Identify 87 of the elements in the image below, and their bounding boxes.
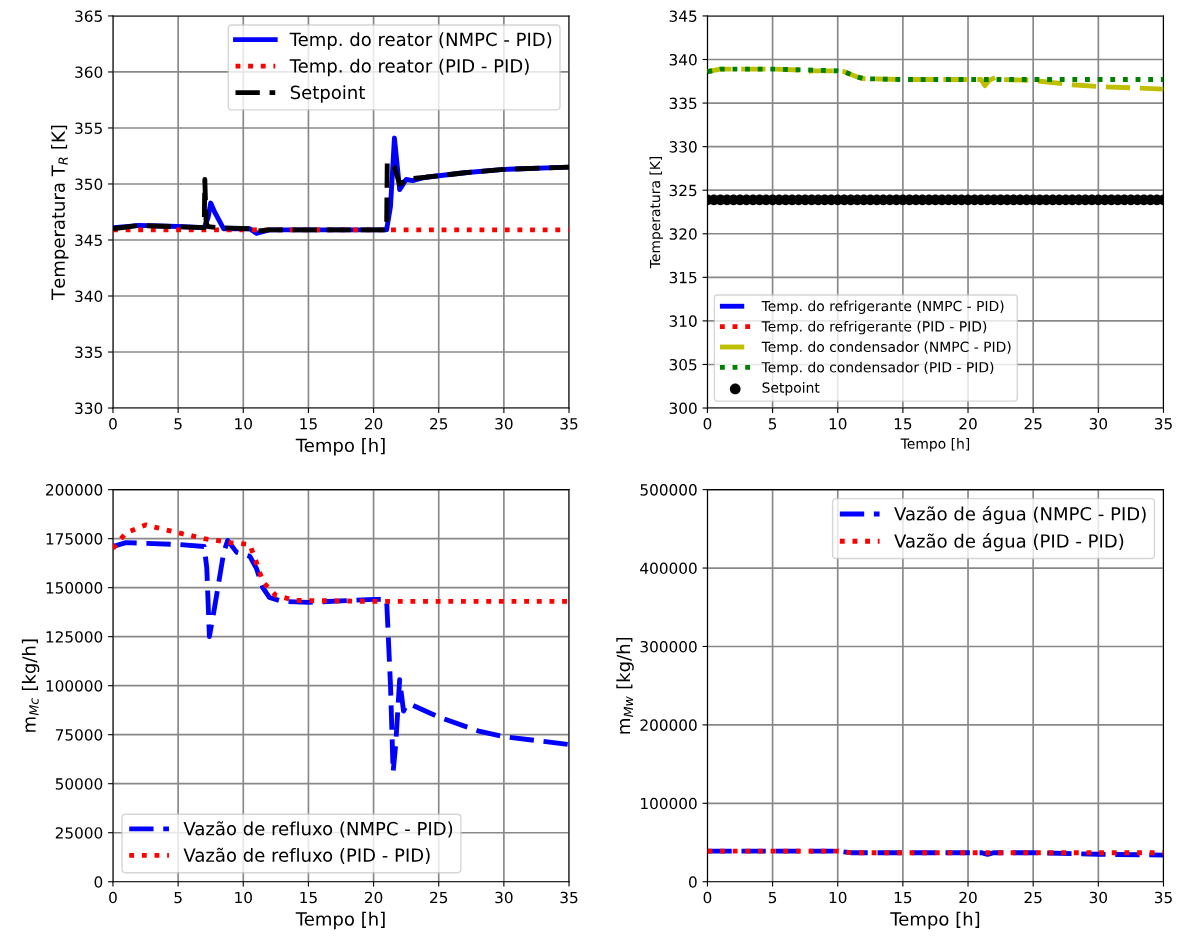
y-tick-label: 310 bbox=[669, 315, 697, 327]
y-tick-label: 300000 bbox=[640, 640, 697, 653]
y-tick-label: 350 bbox=[75, 178, 103, 190]
line-series bbox=[707, 66, 1164, 82]
y-tick-label: 0 bbox=[689, 876, 697, 888]
x-tick-label: 30 bbox=[495, 891, 513, 904]
x-tick-label: 20 bbox=[959, 418, 977, 430]
x-tick-label: 15 bbox=[894, 891, 912, 904]
legend-label: Temp. do reator (NMPC - PID) bbox=[289, 32, 552, 50]
legend-label: Vazão de água (NMPC - PID) bbox=[894, 505, 1146, 525]
x-tick-label: 20 bbox=[959, 891, 977, 904]
x-tick-label: 25 bbox=[1024, 418, 1042, 430]
x-tick-label: 35 bbox=[1154, 891, 1172, 904]
y-tick-label: 400000 bbox=[640, 562, 697, 575]
x-tick-label: 10 bbox=[235, 418, 252, 430]
x-tick-label: 15 bbox=[894, 418, 912, 430]
y-tick-label: 175000 bbox=[46, 533, 103, 545]
x-tick-label: 10 bbox=[235, 891, 252, 904]
x-tick-label: 5 bbox=[768, 891, 777, 904]
y-tick-label: 340 bbox=[669, 53, 697, 66]
x-tick-label: 20 bbox=[364, 418, 383, 430]
y-axis-title: Temperatura T$_{R}$ [K] bbox=[51, 125, 69, 300]
y-tick-label: 330 bbox=[75, 402, 103, 415]
x-tick-label: 5 bbox=[174, 891, 182, 904]
legend-label: Temp. do condensador (NMPC - PID) bbox=[761, 341, 1011, 355]
x-tick-label: 35 bbox=[1154, 418, 1172, 430]
y-tick-label: 335 bbox=[669, 97, 697, 110]
y-axis-title: m$_{Mw}$ [kg/h] bbox=[616, 637, 634, 734]
legend-label: Temp. do reator (PID - PID) bbox=[289, 58, 529, 77]
legend-label: Setpoint bbox=[762, 382, 820, 396]
y-tick-label: 355 bbox=[75, 122, 102, 134]
x-tick-label: 30 bbox=[495, 418, 513, 430]
y-tick-label: 335 bbox=[75, 346, 102, 359]
x-tick-label: 35 bbox=[560, 891, 578, 904]
x-tick-label: 0 bbox=[703, 891, 712, 904]
legend-label: Vazão de refluxo (PID - PID) bbox=[183, 847, 430, 865]
x-axis-title: Tempo [h] bbox=[890, 911, 980, 930]
x-tick-label: 0 bbox=[109, 891, 117, 904]
y-tick-label: 0 bbox=[94, 876, 103, 888]
x-axis-title: Tempo [h] bbox=[295, 438, 385, 456]
y-tick-label: 340 bbox=[75, 290, 103, 303]
y-tick-label: 25000 bbox=[55, 827, 103, 839]
legend-label: Temp. do refrigerante (NMPC - PID) bbox=[761, 300, 1004, 314]
x-tick-label: 15 bbox=[300, 418, 317, 430]
y-axis-title: Temperatura [K] bbox=[649, 156, 663, 269]
x-tick-label: 25 bbox=[430, 891, 448, 904]
x-tick-label: 10 bbox=[829, 418, 847, 430]
y-tick-label: 365 bbox=[75, 10, 102, 22]
y-tick-label: 200000 bbox=[46, 484, 103, 496]
y-tick-label: 300 bbox=[669, 402, 697, 415]
y-tick-label: 305 bbox=[669, 358, 697, 371]
x-tick-label: 0 bbox=[109, 418, 117, 430]
x-tick-label: 35 bbox=[560, 418, 578, 430]
y-axis-title: m$_{Mc}$ [kg/h] bbox=[21, 639, 40, 732]
x-tick-label: 20 bbox=[364, 891, 383, 904]
y-tick-label: 345 bbox=[669, 10, 697, 22]
y-tick-label: 345 bbox=[75, 234, 102, 247]
x-tick-label: 30 bbox=[1089, 891, 1108, 904]
y-tick-label: 330 bbox=[669, 141, 697, 153]
x-axis-title: Tempo [h] bbox=[900, 438, 970, 452]
x-tick-label: 15 bbox=[300, 891, 317, 904]
x-tick-label: 5 bbox=[174, 418, 182, 430]
y-tick-label: 320 bbox=[669, 228, 697, 240]
y-tick-label: 50000 bbox=[55, 778, 103, 790]
y-tick-label: 315 bbox=[669, 271, 697, 284]
y-tick-label: 100000 bbox=[641, 797, 697, 810]
x-axis-title: Tempo [h] bbox=[295, 911, 385, 930]
legend-label: Setpoint bbox=[290, 85, 365, 103]
line-series bbox=[112, 522, 570, 604]
x-tick-label: 0 bbox=[703, 418, 712, 430]
x-tick-label: 25 bbox=[430, 418, 448, 430]
legend-label: Vazão de água (PID - PID) bbox=[894, 533, 1124, 552]
legend-label: Temp. do condensador (PID - PID) bbox=[761, 361, 994, 376]
y-tick-label: 75000 bbox=[55, 729, 103, 741]
y-tick-label: 125000 bbox=[46, 631, 103, 643]
y-tick-label: 500000 bbox=[640, 484, 697, 496]
x-tick-label: 30 bbox=[1089, 418, 1108, 430]
y-tick-label: 150000 bbox=[46, 582, 103, 594]
x-tick-label: 10 bbox=[829, 891, 847, 904]
y-tick-label: 360 bbox=[75, 66, 103, 78]
legend-label: Vazão de refluxo (NMPC - PID) bbox=[183, 821, 453, 838]
y-tick-label: 325 bbox=[669, 184, 697, 197]
y-tick-label: 200000 bbox=[640, 719, 697, 731]
y-tick-label: 100000 bbox=[46, 680, 103, 692]
legend-label: Temp. do refrigerante (PID - PID) bbox=[761, 320, 987, 335]
x-tick-label: 25 bbox=[1024, 891, 1042, 904]
x-tick-label: 5 bbox=[768, 418, 777, 430]
